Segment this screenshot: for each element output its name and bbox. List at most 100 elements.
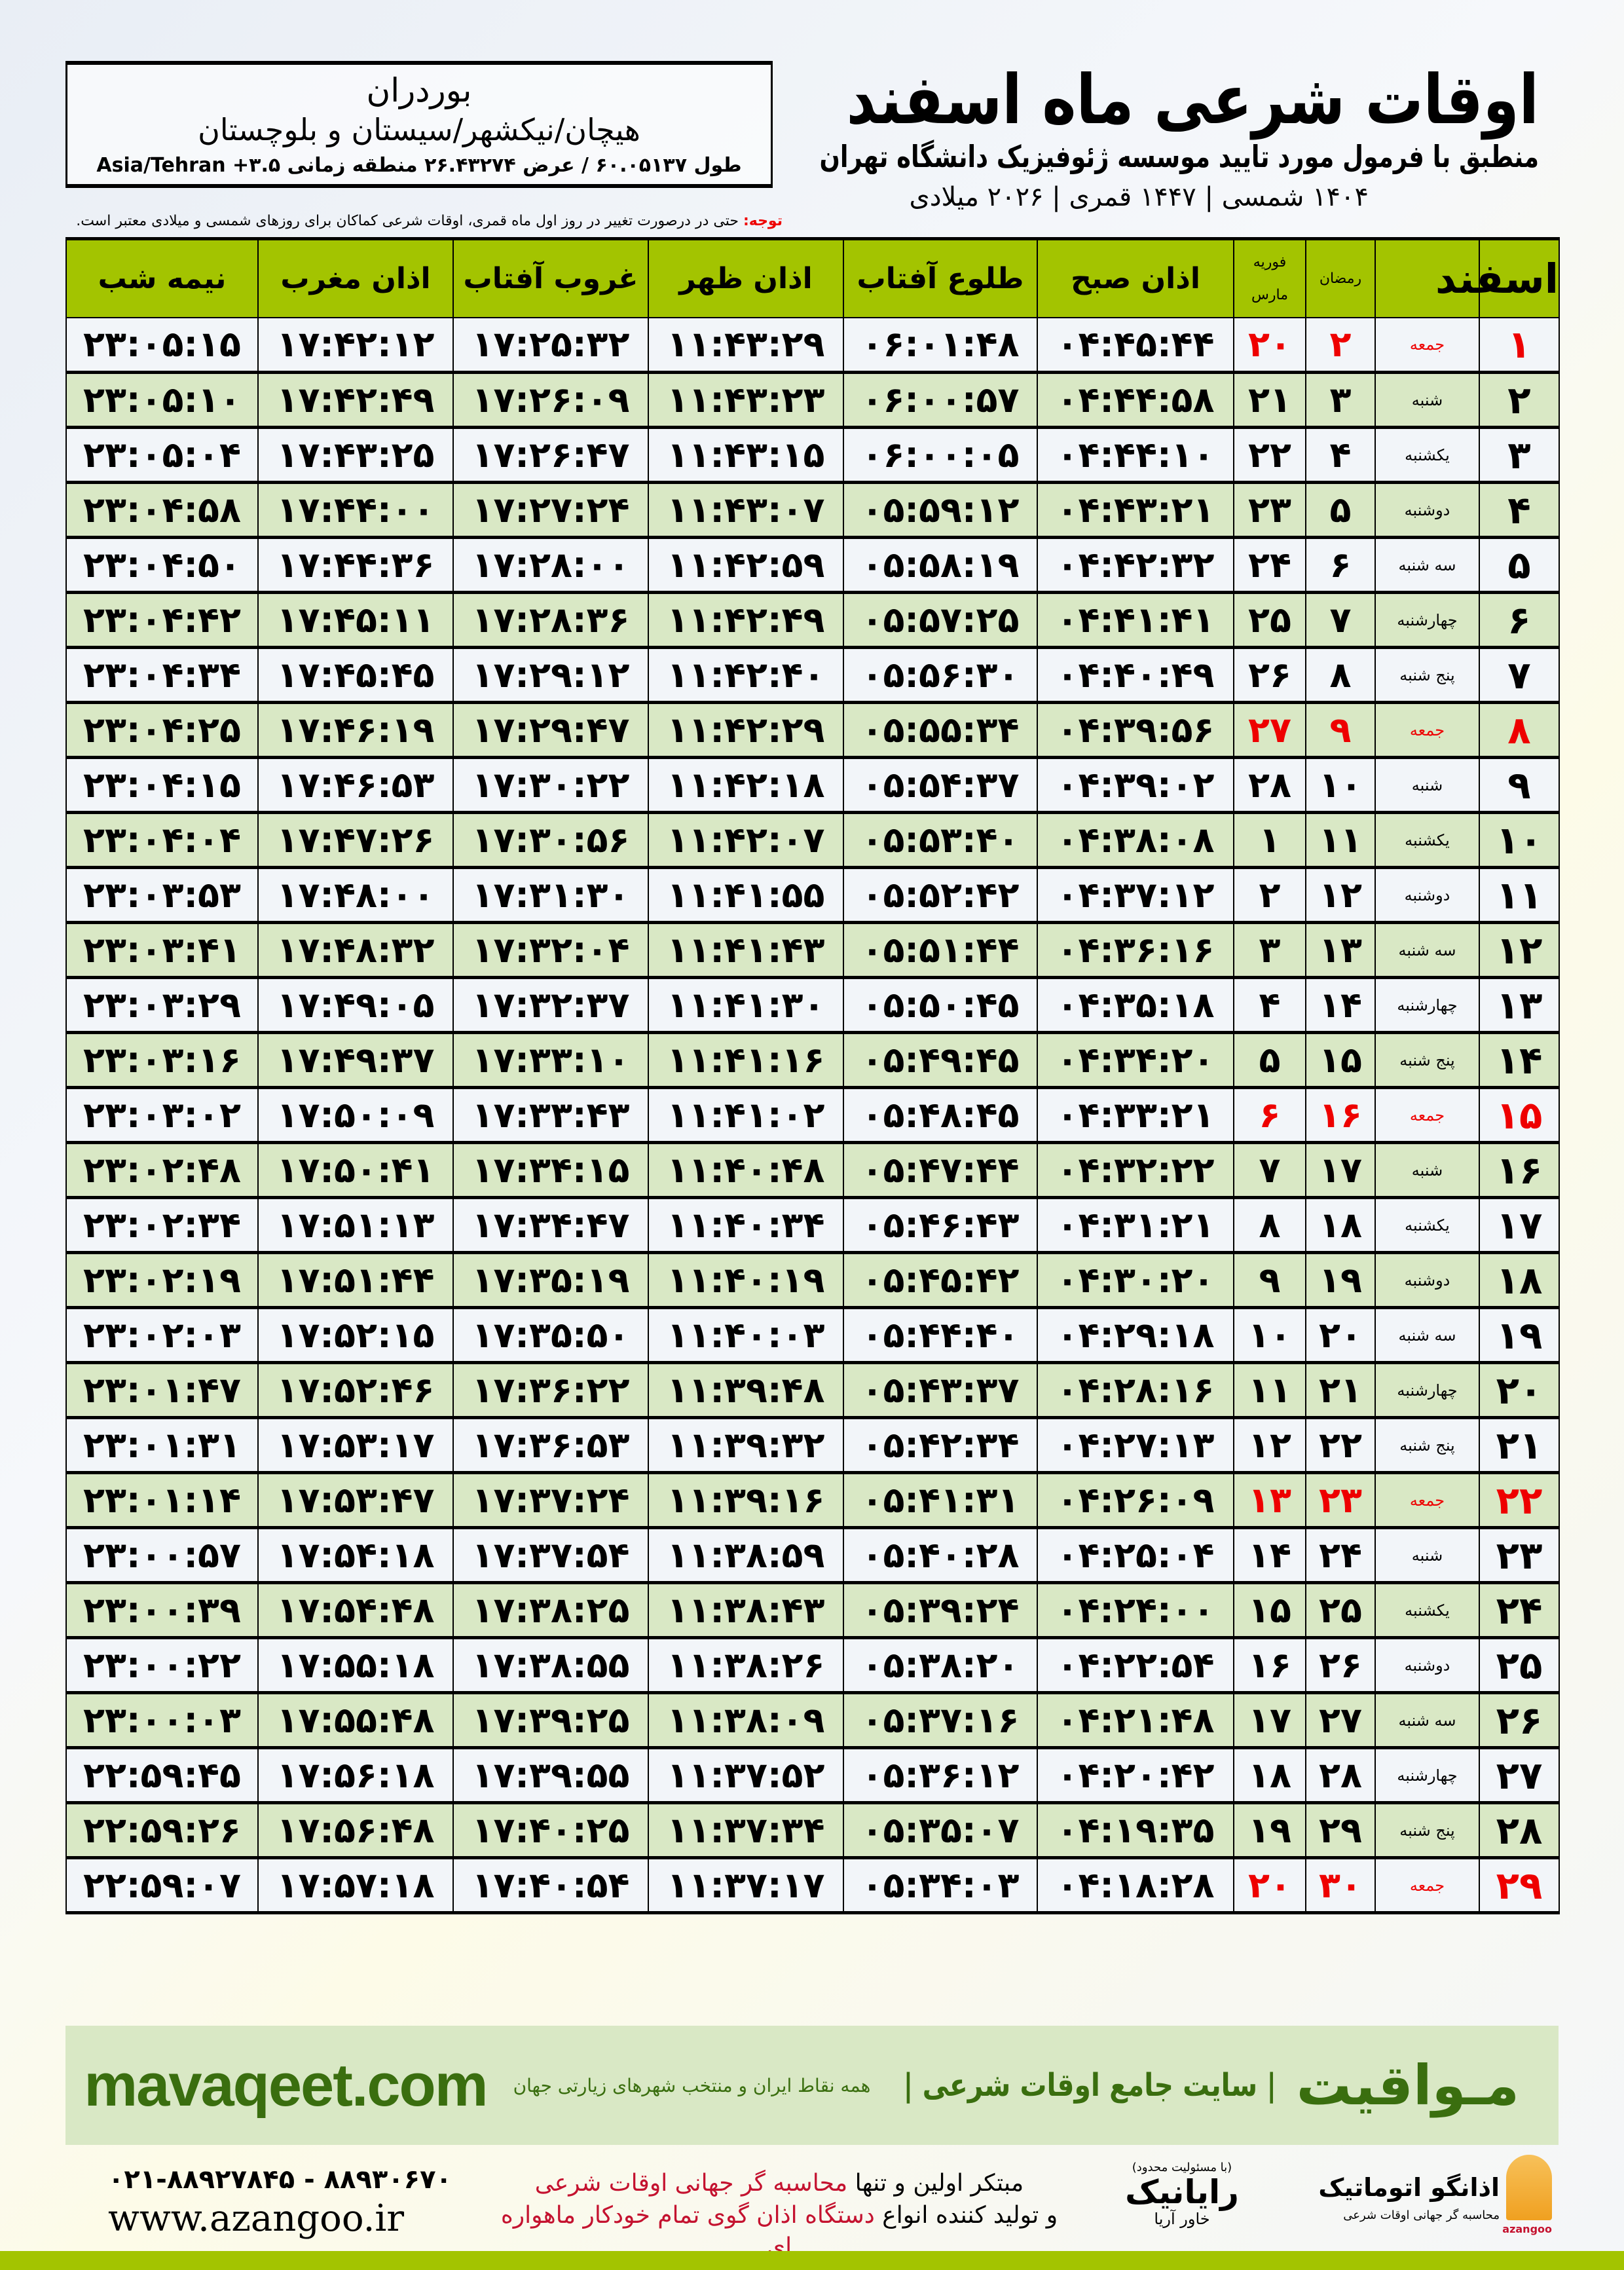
date-line: ۱۴۰۴ شمسی | ۱۴۴۷ قمری | ۲۰۲۶ میلادی xyxy=(909,182,1369,212)
fajr-time: ۰۴:۲۱:۴۸ xyxy=(1037,1692,1234,1749)
maghrib-time: ۱۷:۵۳:۱۷ xyxy=(257,1417,454,1474)
dhuhr-time: ۱۱:۳۷:۵۲ xyxy=(648,1747,844,1804)
fajr-time: ۰۴:۴۱:۴۱ xyxy=(1037,592,1234,649)
header-gregorian: فوریه مارس xyxy=(1233,237,1306,318)
gregorian-day: ۲۷ xyxy=(1233,702,1306,759)
sunrise-time: ۰۵:۵۴:۳۷ xyxy=(843,757,1038,814)
gregorian-day: ۲۵ xyxy=(1233,592,1306,649)
weekday: سه شنبه xyxy=(1375,922,1480,979)
ramadan-day: ۱۴ xyxy=(1305,977,1376,1034)
fajr-time: ۰۴:۳۰:۲۰ xyxy=(1037,1252,1234,1309)
weekday: شنبه xyxy=(1375,372,1480,429)
day-number: ۱۸ xyxy=(1479,1252,1560,1309)
day-number: ۲۲ xyxy=(1479,1472,1560,1529)
sunset-time: ۱۷:۳۳:۴۳ xyxy=(452,1087,649,1144)
promo-line2a: و تولید کننده انواع xyxy=(874,2201,1058,2229)
dhuhr-time: ۱۱:۴۲:۵۹ xyxy=(648,537,844,594)
gregorian-day: ۱۰ xyxy=(1233,1307,1306,1364)
bottom-bar xyxy=(0,2251,1624,2270)
ramadan-day: ۶ xyxy=(1305,537,1376,594)
note-text: حتی در درصورت تغییر در روز اول ماه قمری،… xyxy=(76,213,743,229)
fajr-time: ۰۴:۴۵:۴۴ xyxy=(1037,317,1234,374)
table-row: ۴ دوشنبه ۵ ۲۳ ۰۴:۴۳:۲۱ ۰۵:۵۹:۱۲ ۱۱:۴۳:۰۷ ۱۷:۲۷:… xyxy=(65,482,1560,539)
dhuhr-time: ۱۱:۴۲:۱۸ xyxy=(648,757,844,814)
maghrib-time: ۱۷:۴۵:۱۱ xyxy=(257,592,454,649)
maghrib-time: ۱۷:۵۳:۴۷ xyxy=(257,1472,454,1529)
rayanik-small: (با مسئولیت محدود) xyxy=(1132,2161,1232,2174)
fajr-time: ۰۴:۱۸:۲۸ xyxy=(1037,1857,1234,1914)
weekday: چهارشنبه xyxy=(1375,977,1480,1034)
day-number: ۱۵ xyxy=(1479,1087,1560,1144)
fajr-time: ۰۴:۲۵:۰۴ xyxy=(1037,1527,1234,1584)
gregorian-day: ۲۸ xyxy=(1233,757,1306,814)
ramadan-day: ۵ xyxy=(1305,482,1376,539)
banner-site-link[interactable]: mavaqeet.com xyxy=(84,2051,488,2119)
fajr-time: ۰۴:۴۴:۵۸ xyxy=(1037,372,1234,429)
ramadan-day: ۱۳ xyxy=(1305,922,1376,979)
sunset-time: ۱۷:۳۹:۲۵ xyxy=(452,1692,649,1749)
midnight-time: ۲۳:۰۱:۳۱ xyxy=(65,1417,259,1474)
maghrib-time: ۱۷:۵۰:۴۱ xyxy=(257,1142,454,1199)
gregorian-day: ۷ xyxy=(1233,1142,1306,1199)
gregorian-day: ۱۶ xyxy=(1233,1637,1306,1694)
sunset-time: ۱۷:۲۵:۳۲ xyxy=(452,317,649,374)
gregorian-day: ۸ xyxy=(1233,1197,1306,1254)
maghrib-time: ۱۷:۴۲:۱۲ xyxy=(257,317,454,374)
midnight-time: ۲۳:۰۴:۲۵ xyxy=(65,702,259,759)
maghrib-time: ۱۷:۴۲:۴۹ xyxy=(257,372,454,429)
midnight-time: ۲۳:۰۲:۱۹ xyxy=(65,1252,259,1309)
gregorian-day: ۲۲ xyxy=(1233,427,1306,484)
sunrise-time: ۰۵:۵۲:۴۲ xyxy=(843,867,1038,924)
midnight-time: ۲۳:۰۵:۱۵ xyxy=(65,317,259,374)
azangoo-en: azangoo xyxy=(1502,2223,1552,2235)
table-row: ۱۲ سه شنبه ۱۳ ۳ ۰۴:۳۶:۱۶ ۰۵:۵۱:۴۴ ۱۱:۴۱:۴۳ ۱۷:۳… xyxy=(65,922,1560,979)
table-row: ۱۹ سه شنبه ۲۰ ۱۰ ۰۴:۲۹:۱۸ ۰۵:۴۴:۴۰ ۱۱:۴۰:۰۳ ۱۷:… xyxy=(65,1307,1560,1364)
website-link[interactable]: www.azangoo.ir xyxy=(108,2197,405,2240)
sunrise-time: ۰۵:۴۰:۲۸ xyxy=(843,1527,1038,1584)
midnight-time: ۲۳:۰۰:۰۳ xyxy=(65,1692,259,1749)
sunset-time: ۱۷:۳۷:۲۴ xyxy=(452,1472,649,1529)
ramadan-day: ۱۲ xyxy=(1305,867,1376,924)
azangoo-logo: azangoo اذانگو اتوماتیک محاسبه گر جهانی … xyxy=(1303,2155,1552,2240)
table-row: ۱۴ پنج شنبه ۱۵ ۵ ۰۴:۳۴:۲۰ ۰۵:۴۹:۴۵ ۱۱:۴۱:۱۶ ۱۷:… xyxy=(65,1032,1560,1089)
sunset-time: ۱۷:۳۰:۲۲ xyxy=(452,757,649,814)
weekday: دوشنبه xyxy=(1375,1637,1480,1694)
location-city: بوردران xyxy=(366,71,472,109)
day-number: ۶ xyxy=(1479,592,1560,649)
ramadan-day: ۹ xyxy=(1305,702,1376,759)
maghrib-time: ۱۷:۴۸:۰۰ xyxy=(257,867,454,924)
midnight-time: ۲۳:۰۲:۰۳ xyxy=(65,1307,259,1364)
maghrib-time: ۱۷:۴۴:۳۶ xyxy=(257,537,454,594)
midnight-time: ۲۲:۵۹:۲۶ xyxy=(65,1802,259,1859)
fajr-time: ۰۴:۴۲:۳۲ xyxy=(1037,537,1234,594)
sunrise-time: ۰۶:۰۰:۵۷ xyxy=(843,372,1038,429)
sunset-time: ۱۷:۳۸:۲۵ xyxy=(452,1582,649,1639)
ramadan-day: ۲۶ xyxy=(1305,1637,1376,1694)
weekday: جمعه xyxy=(1375,1472,1480,1529)
ramadan-day: ۲۵ xyxy=(1305,1582,1376,1639)
promo-text: مبتکر اولین و تنها محاسبه گر جهانی اوقات… xyxy=(498,2168,1061,2263)
sunrise-time: ۰۵:۴۳:۳۷ xyxy=(843,1362,1038,1419)
weekday: شنبه xyxy=(1375,1527,1480,1584)
fajr-time: ۰۴:۳۹:۰۲ xyxy=(1037,757,1234,814)
day-number: ۱ xyxy=(1479,317,1560,374)
promo-line2b: دستگاه اذان گوی تمام خودکار ماهواره ای xyxy=(500,2201,875,2261)
sunset-time: ۱۷:۳۵:۵۰ xyxy=(452,1307,649,1364)
weekday: سه شنبه xyxy=(1375,537,1480,594)
phone-numbers: ۰۲۱-۸۸۹۲۷۸۴۵ - ۸۸۹۳۰۶۷۰ xyxy=(108,2165,452,2195)
maghrib-time: ۱۷:۵۰:۰۹ xyxy=(257,1087,454,1144)
sunrise-time: ۰۵:۴۸:۴۵ xyxy=(843,1087,1038,1144)
gregorian-day: ۲ xyxy=(1233,867,1306,924)
ramadan-day: ۲۱ xyxy=(1305,1362,1376,1419)
day-number: ۱۲ xyxy=(1479,922,1560,979)
sunset-time: ۱۷:۲۶:۴۷ xyxy=(452,427,649,484)
sunset-time: ۱۷:۳۷:۵۴ xyxy=(452,1527,649,1584)
sunset-time: ۱۷:۳۰:۵۶ xyxy=(452,812,649,869)
sunrise-time: ۰۵:۳۶:۱۲ xyxy=(843,1747,1038,1804)
dhuhr-time: ۱۱:۴۰:۴۸ xyxy=(648,1142,844,1199)
ramadan-day: ۷ xyxy=(1305,592,1376,649)
table-row: ۱۶ شنبه ۱۷ ۷ ۰۴:۳۲:۲۲ ۰۵:۴۷:۴۴ ۱۱:۴۰:۴۸ ۱۷:۳۴:۱… xyxy=(65,1142,1560,1199)
ramadan-day: ۴ xyxy=(1305,427,1376,484)
ramadan-day: ۲۸ xyxy=(1305,1747,1376,1804)
sunrise-time: ۰۵:۴۲:۳۴ xyxy=(843,1417,1038,1474)
